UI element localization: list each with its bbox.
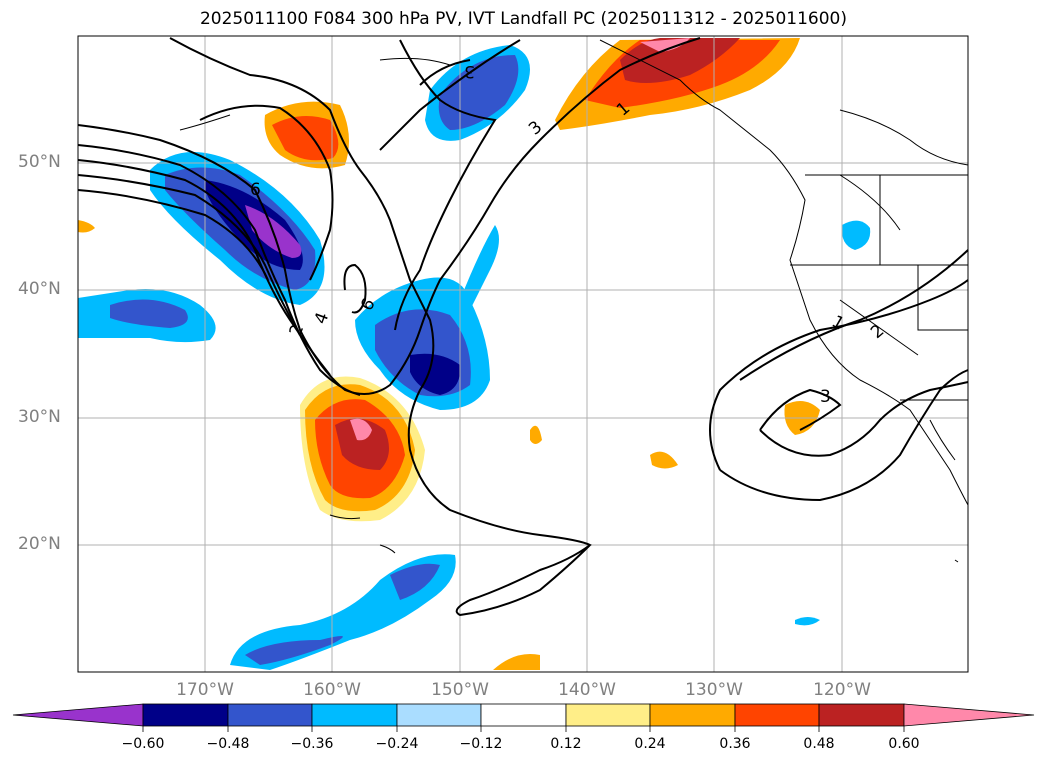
lat-label-50n: 50°N	[18, 152, 61, 172]
coastlines	[179, 39, 969, 563]
pv-contours	[77, 37, 969, 617]
negative-anomaly-south-core2	[390, 563, 440, 600]
colorbar-tick-label: 0.24	[634, 736, 666, 752]
colorbar-extend-right	[903, 703, 1035, 727]
contour-label: 3	[464, 61, 475, 81]
lon-label-130w: 130°W	[685, 680, 743, 700]
positive-anomaly-alaska-core	[620, 38, 740, 84]
negative-anomaly-south-core	[245, 636, 343, 665]
lat-label-40n: 40°N	[18, 279, 61, 299]
lon-label-160w: 160°W	[303, 680, 361, 700]
lon-label-150w: 150°W	[431, 680, 489, 700]
colorbar-tick-label: −0.24	[375, 736, 419, 752]
positive-anomaly-small-5	[78, 220, 95, 233]
colorbar-tick-label: −0.60	[121, 736, 165, 752]
colorbar-segment	[311, 703, 398, 727]
colorbar-tick-label: 0.36	[719, 736, 751, 752]
colorbar-ticks	[142, 726, 905, 732]
colorbar-segment	[480, 703, 567, 727]
contour-label: 3	[820, 387, 831, 407]
colorbar-segment	[396, 703, 482, 727]
colorbar-tick-label: 0.60	[888, 736, 920, 752]
positive-anomaly-hawaii-max	[350, 418, 372, 441]
colorbar	[12, 703, 1035, 732]
contour-label: 4	[311, 310, 333, 327]
colorbar-segment	[734, 703, 820, 727]
colorbar-segment	[818, 703, 905, 727]
colorbar-segment	[142, 703, 229, 727]
colorbar-tick-label: −0.48	[206, 736, 250, 752]
map-frame	[77, 35, 969, 673]
negative-anomaly-small	[795, 617, 820, 626]
colorbar-segment	[227, 703, 313, 727]
positive-anomaly-hawaii-core	[335, 418, 389, 470]
colorbar-extend-left	[12, 703, 144, 727]
colorbar-tick-label: 0.12	[550, 736, 582, 752]
colorbar-tick-label: 0.48	[803, 736, 835, 752]
lon-label-120w: 120°W	[813, 680, 871, 700]
negative-anomaly-oregon	[841, 220, 871, 250]
positive-anomaly-small-2	[650, 451, 678, 469]
colorbar-tick-label: −0.36	[290, 736, 334, 752]
lat-label-20n: 20°N	[18, 534, 61, 554]
positive-anomaly-small-4	[493, 654, 540, 670]
positive-anomaly-small-3	[530, 425, 542, 444]
positive-anomaly-alaska-max	[640, 38, 690, 52]
lon-label-140w: 140°W	[558, 680, 616, 700]
colorbar-tick-label: −0.12	[459, 736, 503, 752]
lon-label-170w: 170°W	[176, 680, 234, 700]
contour-label: 2	[286, 322, 308, 339]
graticule	[78, 36, 968, 672]
negative-anomaly-central-strip	[460, 225, 499, 310]
colorbar-segment	[565, 703, 651, 727]
positive-anomaly-gulf-alaska-west-core	[272, 116, 339, 161]
negative-anomaly-far-west-core	[110, 299, 188, 328]
map-title: 2025011100 F084 300 hPa PV, IVT Landfall…	[199, 9, 847, 29]
colorbar-segment	[649, 703, 736, 727]
anomaly-shading	[78, 38, 871, 670]
contour-label: 6	[250, 180, 261, 200]
lat-label-30n: 30°N	[18, 407, 61, 427]
